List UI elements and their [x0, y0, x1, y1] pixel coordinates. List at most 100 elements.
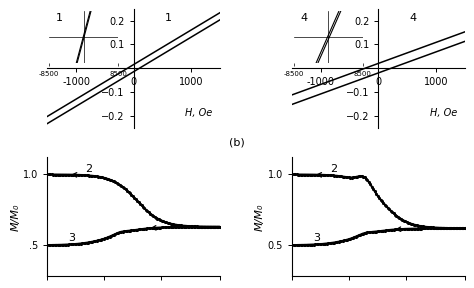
Point: [182, 225, 190, 229]
Point: [428, 226, 435, 231]
Point: [138, 227, 146, 231]
Point: [414, 223, 422, 228]
Point: [51, 172, 58, 177]
Text: (b): (b): [229, 138, 245, 147]
Point: [167, 221, 174, 226]
Point: [330, 240, 338, 245]
Point: [355, 233, 363, 238]
Point: [154, 216, 161, 221]
Point: [288, 243, 296, 247]
Point: [206, 224, 213, 229]
Point: [199, 225, 206, 229]
Point: [377, 229, 384, 233]
Point: [78, 173, 86, 177]
Point: [436, 226, 444, 231]
Point: [211, 225, 219, 229]
Point: [216, 225, 224, 229]
Point: [89, 239, 96, 244]
Point: [316, 242, 323, 247]
Point: [164, 225, 172, 230]
Point: [420, 226, 428, 231]
Point: [91, 239, 99, 243]
Point: [423, 226, 431, 231]
Point: [148, 212, 155, 217]
Point: [409, 226, 416, 231]
Point: [352, 175, 360, 179]
Point: [293, 172, 301, 177]
Point: [58, 242, 66, 247]
Point: [432, 225, 439, 230]
Point: [319, 242, 327, 246]
Point: [203, 225, 210, 229]
Point: [301, 172, 309, 177]
Point: [97, 237, 105, 242]
Point: [426, 226, 434, 231]
Point: [455, 226, 463, 230]
Point: [130, 196, 138, 200]
Point: [99, 175, 106, 180]
Point: [213, 225, 221, 229]
Point: [145, 210, 153, 215]
Point: [107, 178, 115, 183]
Point: [345, 175, 353, 180]
Point: [137, 227, 144, 232]
Point: [178, 223, 186, 228]
Point: [297, 243, 305, 247]
Point: [420, 224, 428, 229]
Point: [388, 210, 396, 214]
Point: [442, 226, 449, 230]
Point: [191, 224, 199, 229]
Point: [175, 225, 183, 229]
Point: [411, 226, 419, 231]
Point: [336, 174, 344, 179]
Point: [155, 225, 163, 230]
Point: [326, 173, 334, 177]
Point: [430, 225, 438, 230]
Point: [409, 222, 416, 226]
Point: [57, 242, 64, 247]
Point: [116, 230, 124, 234]
Point: [440, 226, 448, 230]
Point: [438, 226, 445, 231]
Point: [364, 230, 371, 235]
Point: [167, 225, 174, 230]
Point: [104, 177, 112, 181]
Point: [130, 228, 138, 232]
Point: [141, 206, 148, 211]
Point: [70, 242, 77, 247]
Point: [304, 242, 312, 247]
Point: [337, 174, 345, 179]
Point: [106, 234, 113, 239]
Point: [290, 243, 297, 247]
Point: [190, 224, 198, 229]
Point: [139, 204, 147, 209]
Point: [394, 215, 401, 219]
Point: [45, 172, 53, 177]
Point: [189, 224, 196, 229]
Point: [146, 211, 154, 216]
Point: [361, 231, 368, 235]
Point: [335, 174, 342, 178]
Point: [351, 175, 358, 179]
Point: [313, 242, 320, 247]
Point: [49, 172, 57, 177]
Point: [436, 226, 444, 230]
Point: [168, 225, 176, 230]
Point: [351, 235, 358, 240]
Point: [387, 208, 394, 213]
Point: [159, 225, 167, 230]
Point: [194, 225, 202, 229]
Point: [154, 226, 161, 230]
Point: [319, 173, 327, 177]
Point: [385, 228, 393, 232]
Point: [326, 241, 334, 245]
Point: [201, 225, 209, 229]
Point: [206, 225, 213, 229]
Point: [403, 227, 410, 231]
Point: [333, 174, 341, 178]
Point: [392, 213, 400, 218]
Point: [170, 225, 177, 230]
Point: [346, 175, 354, 180]
Text: H, Oe: H, Oe: [185, 108, 213, 118]
Point: [342, 175, 349, 179]
